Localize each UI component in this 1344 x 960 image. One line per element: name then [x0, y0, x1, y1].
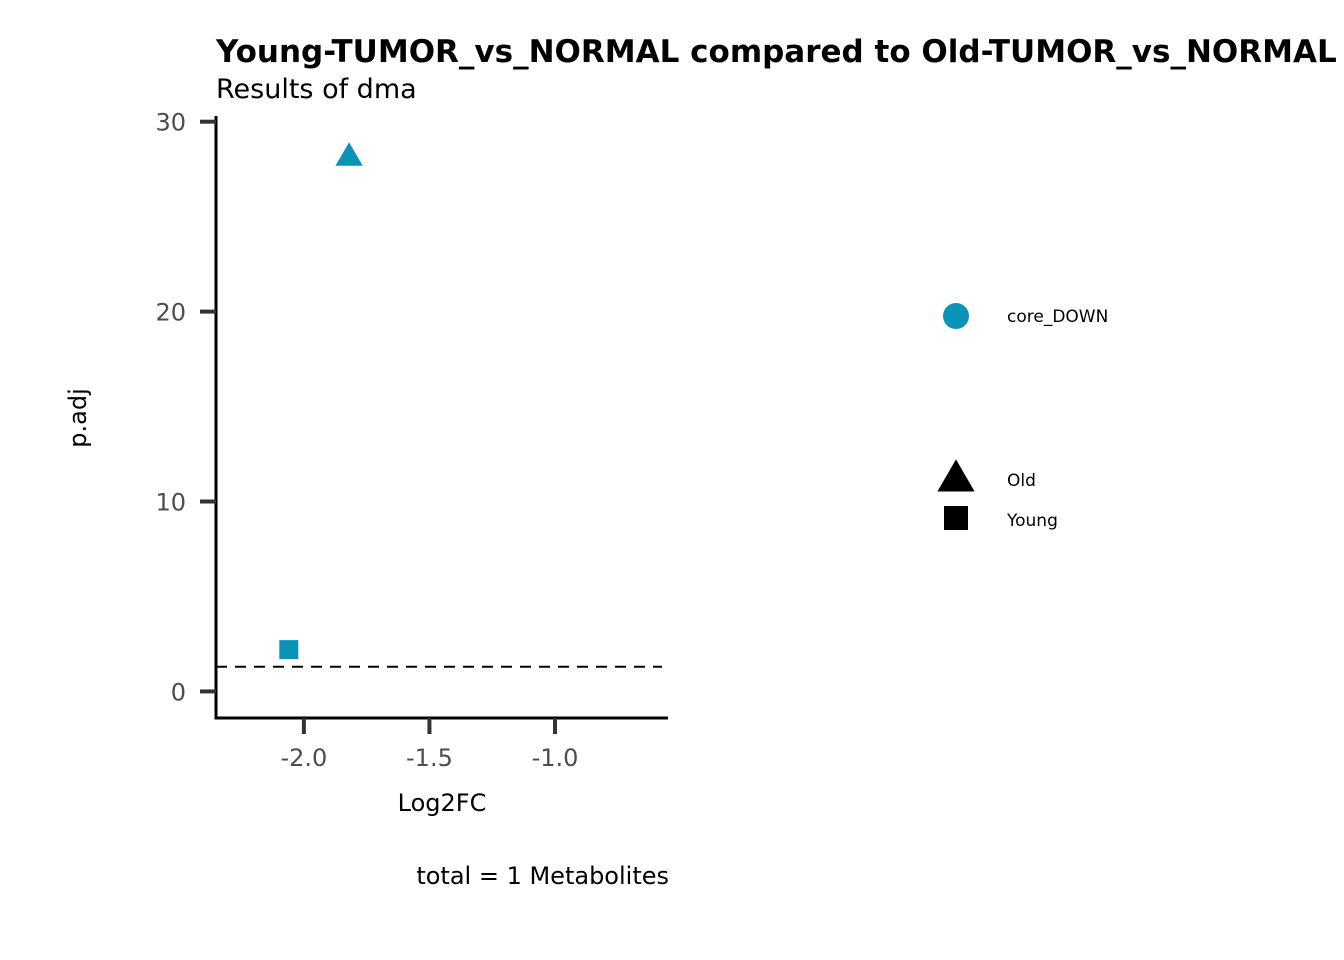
chart-title: Young-TUMOR_vs_NORMAL compared to Old-TU… — [215, 34, 1337, 70]
point-square-young — [279, 640, 299, 660]
legend-label-color: core_DOWN — [1007, 307, 1108, 327]
legend-key-square — [944, 506, 968, 530]
legend-key-triangle — [937, 459, 975, 492]
legend: core_DOWN Old Young — [937, 303, 1108, 531]
y-tick-label: 0 — [171, 678, 186, 706]
data-points — [279, 142, 363, 660]
y-tick-label: 20 — [155, 299, 186, 327]
y-axis-label: p.adj — [64, 388, 92, 447]
y-tick-label: 10 — [155, 489, 186, 517]
legend-label-shape: Old — [1007, 471, 1036, 491]
point-triangle-old — [335, 142, 363, 166]
legend-key-circle — [943, 303, 969, 329]
x-axis-label: Log2FC — [398, 789, 487, 817]
caption: total = 1 Metabolites — [416, 862, 669, 890]
legend-label-shape: Young — [1006, 511, 1058, 531]
x-tick-label: -1.0 — [532, 744, 579, 772]
x-tick-label: -1.5 — [406, 744, 453, 772]
axes: 0 10 20 30 -2.0 -1.5 -1.0 — [155, 109, 668, 772]
x-tick-label: -2.0 — [280, 744, 327, 772]
chart-subtitle: Results of dma — [216, 74, 417, 105]
y-tick-label: 30 — [155, 109, 186, 137]
